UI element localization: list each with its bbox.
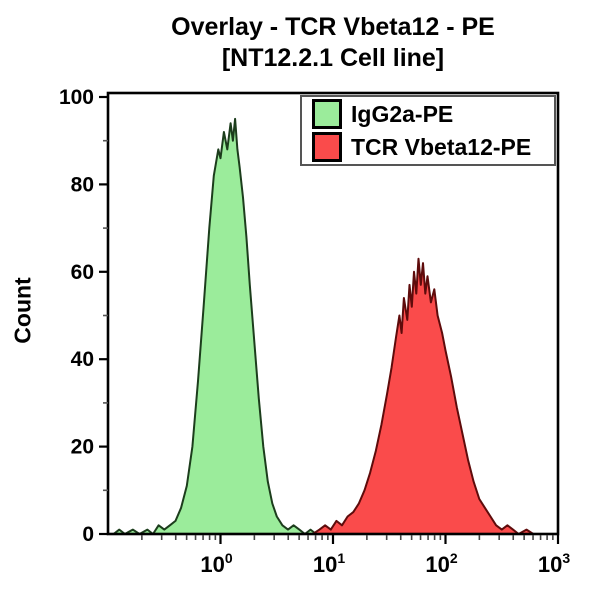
- legend-item-tcr-vbeta12: TCR Vbeta12-PE: [312, 131, 554, 163]
- y-tick-label: 40: [71, 348, 94, 371]
- chart-title: Overlay - TCR Vbeta12 - PE [NT12.2.1 Cel…: [73, 12, 593, 74]
- x-tick-label: 103: [538, 550, 570, 577]
- chart-title-line1: Overlay - TCR Vbeta12 - PE: [171, 13, 495, 41]
- legend-label-tcr-vbeta12: TCR Vbeta12-PE: [351, 133, 532, 160]
- legend-box: IgG2a-PE TCR Vbeta12-PE: [300, 95, 556, 166]
- x-tick-label: 102: [425, 550, 457, 577]
- series-0-area: [112, 117, 318, 535]
- series-1-area: [311, 257, 535, 535]
- y-tick-label: 0: [82, 523, 94, 546]
- y-tick-label: 60: [71, 261, 94, 284]
- y-tick-label: 20: [71, 436, 94, 459]
- chart-title-line2: [NT12.2.1 Cell line]: [221, 44, 445, 72]
- y-tick-label: 100: [59, 86, 94, 109]
- legend-label-igg2a: IgG2a-PE: [351, 100, 454, 127]
- plot-frame: [106, 91, 560, 536]
- red-swatch-icon: [312, 132, 342, 162]
- legend-item-igg2a: IgG2a-PE: [312, 98, 554, 130]
- x-tick-label: 100: [200, 550, 232, 577]
- x-tick-label: 101: [313, 550, 345, 577]
- y-tick-label: 80: [71, 173, 94, 196]
- green-swatch-icon: [312, 99, 342, 129]
